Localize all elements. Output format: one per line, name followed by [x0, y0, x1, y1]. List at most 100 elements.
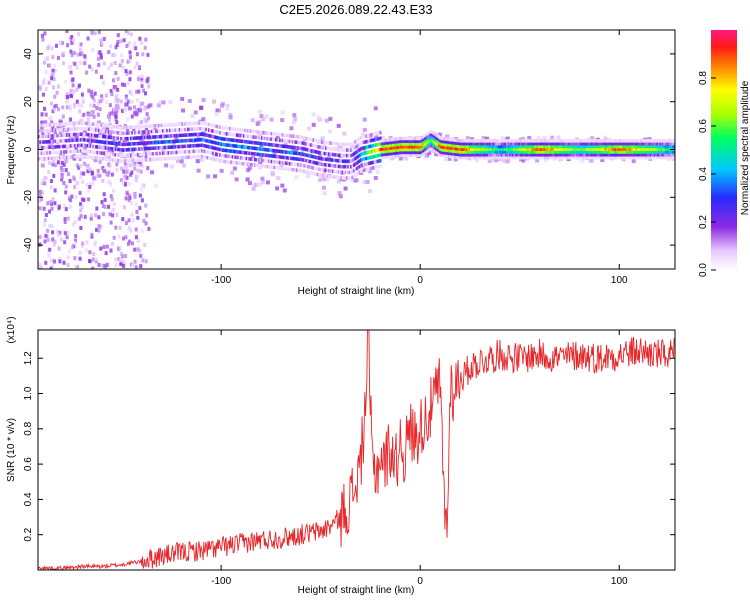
spectrogram-cell	[306, 142, 310, 147]
spectrogram-noise-cell	[82, 147, 87, 152]
spectrogram-cell	[527, 144, 530, 149]
spectrogram-noise-cell	[127, 239, 131, 244]
spectrogram-cell	[390, 151, 393, 156]
spectrogram-cell	[389, 152, 392, 156]
spectrogram-noise-cell	[126, 99, 130, 104]
spectrogram-cell	[411, 153, 414, 157]
spectrogram-cell	[313, 166, 317, 171]
spectrogram-noise-cell	[133, 166, 137, 171]
spectrogram-cell	[284, 161, 287, 165]
spectrogram-cell	[185, 150, 188, 154]
spectrogram-cell	[592, 144, 595, 149]
spectrogram-cell	[469, 153, 473, 157]
spectrogram-noise-cell	[88, 250, 92, 255]
spectrogram-cell	[566, 144, 569, 149]
spectrogram-cell	[333, 147, 336, 151]
spectrogram-cell	[474, 150, 477, 154]
spectrogram-cell	[178, 133, 181, 138]
spectrogram-cell	[557, 141, 560, 146]
spectrogram-cell	[396, 140, 399, 144]
spectrogram-noise-cell	[98, 159, 102, 164]
spectrogram-noise-cell	[134, 174, 139, 179]
spectrogram-cell	[53, 156, 56, 160]
spectrogram-cell	[329, 152, 332, 157]
spectrogram-cell	[518, 139, 521, 143]
spectrogram-cell	[306, 137, 310, 141]
spectrogram-cell	[155, 151, 158, 156]
spectrogram-cell	[60, 155, 63, 160]
spectrogram-cell	[571, 150, 574, 154]
spectrogram-noise-cell	[88, 185, 92, 190]
spectrogram-cell	[201, 149, 204, 153]
spectrogram-cell	[51, 134, 55, 138]
spectrogram-cell	[417, 136, 420, 141]
spectrogram-noise-cell	[42, 206, 46, 211]
spectrogram-cell	[603, 153, 606, 157]
spectrogram-cell	[564, 144, 567, 149]
spectrogram-cell	[206, 139, 209, 143]
spectrogram-cell	[464, 141, 467, 146]
spectrogram-cell	[486, 144, 489, 149]
spectrogram-cell	[538, 139, 541, 143]
spectrogram-cell	[514, 139, 517, 143]
spectrogram-cell	[242, 156, 246, 160]
spectrogram-noise-cell	[102, 244, 106, 249]
spectrogram-noise-cell	[270, 170, 275, 175]
spectrogram-cell	[539, 155, 542, 160]
spectrogram-noise-cell	[63, 240, 67, 245]
spectrogram-cell	[43, 156, 46, 161]
spectrogram-cell	[251, 140, 254, 145]
spectrogram-cell	[616, 144, 619, 149]
spectrogram-cell	[510, 153, 513, 157]
spectrogram-cell	[354, 156, 357, 161]
spectrogram-noise-cell	[139, 187, 143, 192]
spectrogram-noise-cell	[144, 118, 149, 123]
spectrogram-cell	[557, 155, 560, 160]
spectrogram-cell	[397, 153, 400, 158]
spectrogram-cell	[456, 149, 459, 154]
spectrogram-cell	[535, 150, 538, 154]
spectrogram-cell	[511, 141, 514, 146]
spectrogram-cell	[201, 137, 204, 142]
spectrogram-noise-cell	[283, 141, 288, 146]
spectrogram-cell	[398, 153, 402, 158]
spectrogram-noise-cell	[97, 262, 101, 267]
spectrogram-cell	[68, 155, 71, 159]
spectrogram-noise-cell	[73, 104, 77, 109]
spectrogram-noise-cell	[62, 51, 66, 56]
spectrogram-cell	[380, 155, 383, 160]
spectrogram-cell	[136, 141, 140, 146]
spectrogram-cell	[219, 131, 222, 135]
spectrogram-cell	[393, 137, 396, 142]
spectrogram-cell	[450, 149, 453, 153]
spectrogram-cell	[478, 150, 481, 154]
spectrogram-cell	[326, 152, 329, 156]
spectrogram-cell	[139, 141, 142, 146]
spectrogram-noise-cell	[196, 168, 201, 173]
spectrogram-cell	[630, 141, 633, 146]
spectrogram-cell	[426, 143, 429, 147]
spectrogram-cell	[138, 141, 141, 146]
spectrogram-cell	[70, 138, 73, 143]
spectrogram-cell	[380, 147, 383, 151]
spectrogram-cell	[136, 136, 140, 140]
spectrogram-x-tick-label: -100	[211, 275, 231, 286]
spectrogram-cell	[365, 156, 368, 161]
spectrogram-cell	[347, 148, 350, 152]
spectrogram-noise-cell	[107, 66, 111, 71]
spectrogram-cell	[155, 123, 158, 128]
spectrogram-cell	[627, 153, 630, 157]
spectrogram-cell	[345, 165, 349, 169]
spectrogram-cell	[605, 147, 608, 151]
spectrogram-noise-cell	[114, 85, 118, 90]
spectrogram-cell	[429, 146, 432, 151]
spectrogram-noise-cell	[362, 180, 367, 185]
spectrogram-cell	[552, 144, 555, 149]
spectrogram-noise-cell	[248, 181, 253, 186]
spectrogram-cell	[44, 151, 48, 155]
spectrogram-noise-cell	[124, 235, 128, 240]
spectrogram-cell	[259, 158, 262, 162]
spectrogram-cell	[468, 147, 471, 151]
spectrogram-cell	[482, 155, 485, 160]
snr-xlabel: Height of straight line (km)	[298, 585, 415, 596]
